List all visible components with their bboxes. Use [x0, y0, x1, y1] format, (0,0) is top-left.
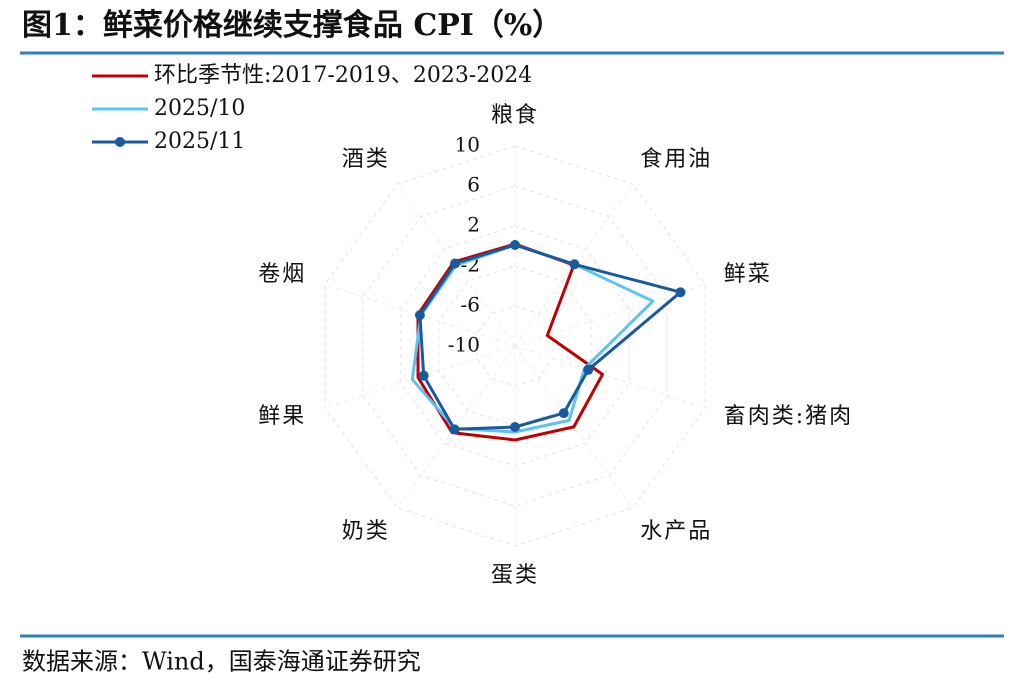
- legend-marker: [115, 137, 125, 147]
- series-marker: [418, 370, 429, 381]
- spoke: [514, 183, 633, 347]
- category-label: 鲜菜: [724, 262, 772, 287]
- series-marker: [569, 259, 580, 270]
- category-label: 奶类: [342, 519, 390, 544]
- source-note: 数据来源：Wind，国泰海通证券研究: [22, 648, 421, 676]
- spoke: [514, 345, 633, 509]
- series-line: [416, 242, 604, 442]
- series-marker: [449, 424, 460, 435]
- series-marker: [583, 364, 594, 375]
- series-marker: [414, 310, 425, 321]
- series-marker: [675, 287, 686, 298]
- spoke: [514, 345, 706, 409]
- category-label: 蛋类: [491, 563, 539, 588]
- r-tick-label: -10: [448, 333, 480, 357]
- category-label: 水产品: [640, 519, 712, 544]
- category-label: 食用油: [640, 147, 712, 172]
- category-label: 鲜果: [258, 404, 306, 429]
- category-label: 粮食: [491, 103, 539, 128]
- category-label: 卷烟: [258, 262, 306, 287]
- category-label: 酒类: [342, 147, 390, 172]
- chart-title: 图1：鲜菜价格继续支撑食品 CPI（%）: [22, 8, 562, 43]
- series-marker: [558, 408, 569, 419]
- r-tick-label: 6: [467, 173, 480, 197]
- series-marker: [510, 240, 520, 250]
- legend-label: 2025/10: [154, 96, 245, 121]
- legend-label: 环比季节性:2017-2019、2023-2024: [154, 63, 532, 88]
- r-tick-label: 2: [467, 213, 480, 237]
- r-tick-label: -6: [461, 293, 480, 317]
- legend-label: 2025/11: [154, 129, 245, 154]
- series-marker: [510, 422, 520, 432]
- series-marker: [450, 258, 461, 269]
- grid-ring: [324, 145, 706, 547]
- category-label: 畜肉类:猪肉: [724, 404, 853, 429]
- grid-ring: [438, 265, 592, 427]
- r-tick-label: 10: [455, 133, 480, 157]
